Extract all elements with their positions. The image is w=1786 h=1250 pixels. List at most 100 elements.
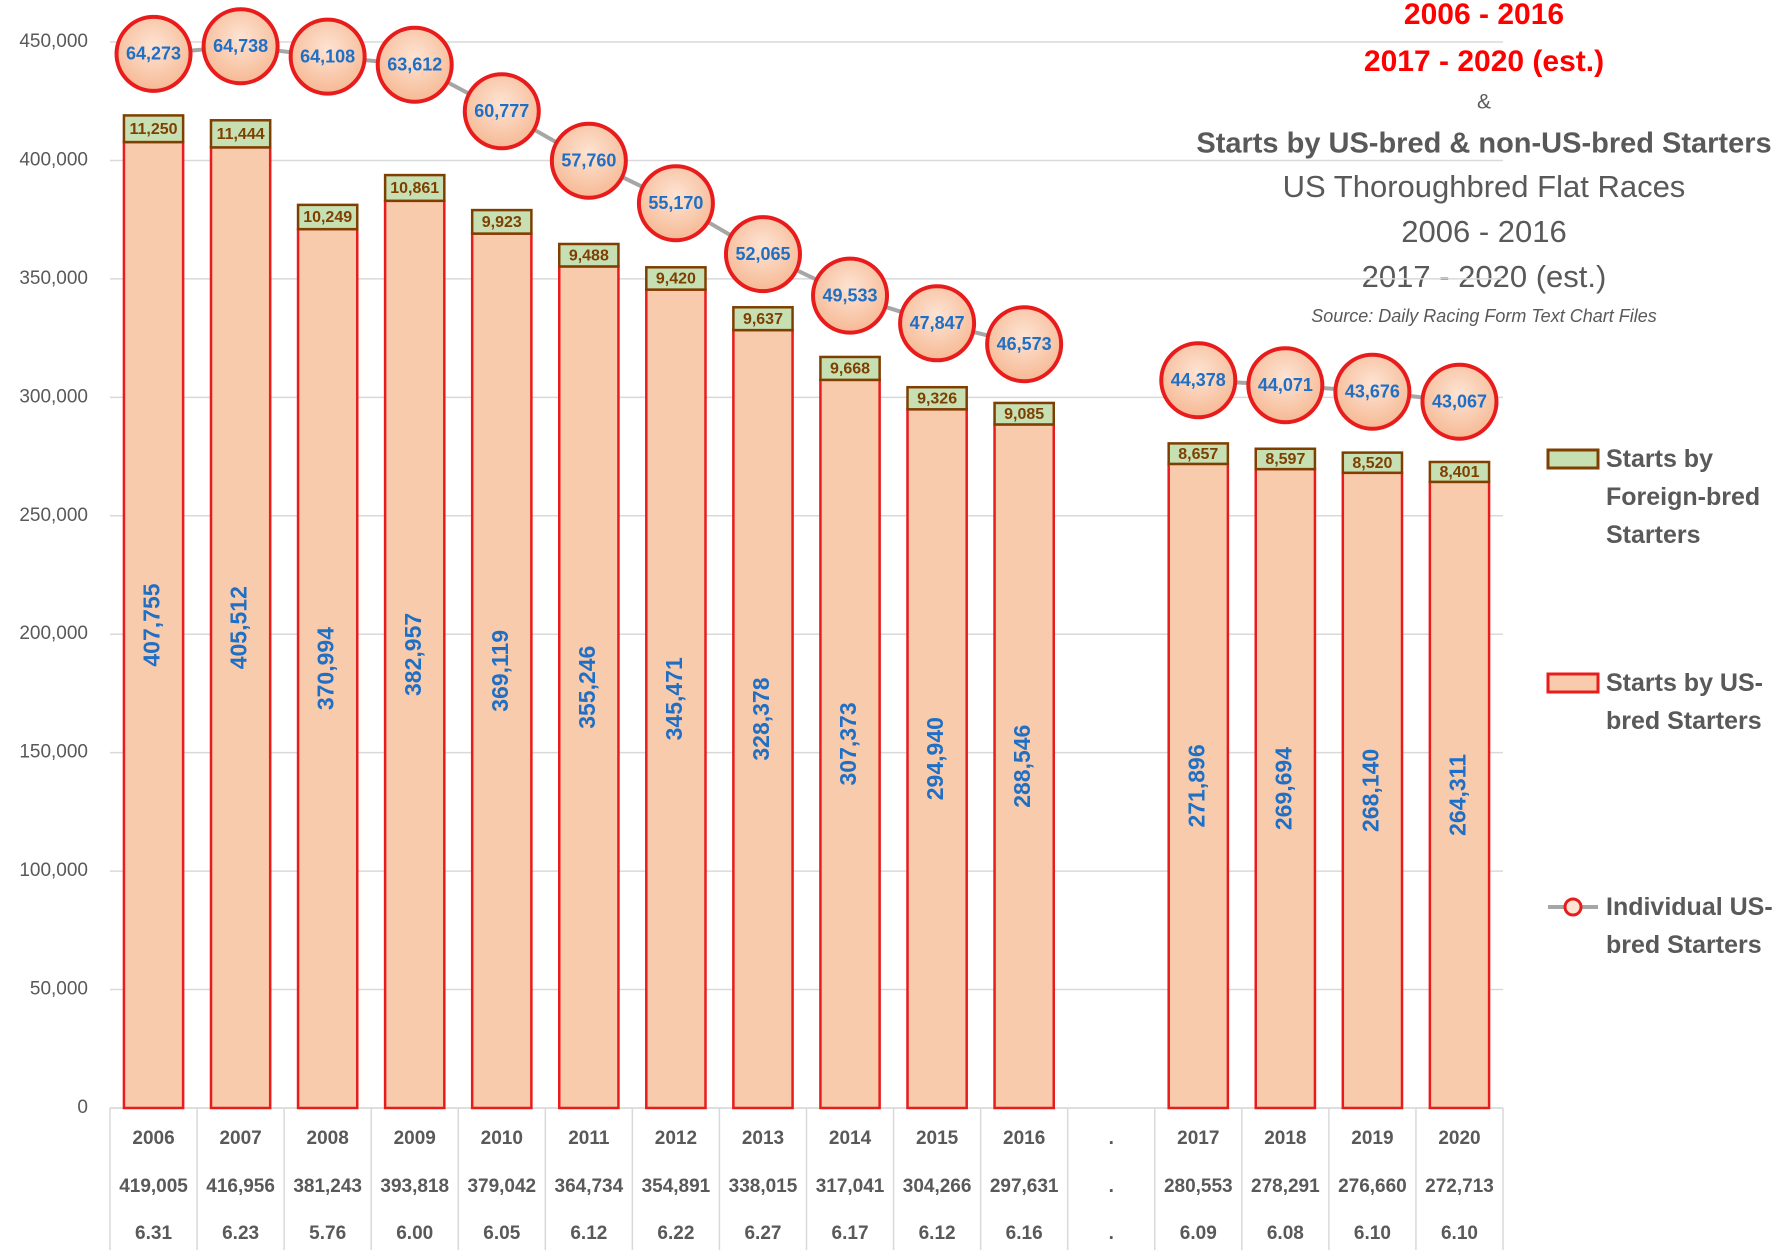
table-cell: 6.27	[744, 1223, 781, 1244]
bar	[470, 208, 533, 235]
chart-subtitle: US Thoroughbred Flat Races	[1283, 169, 1686, 204]
data-label: 47,847	[910, 313, 965, 333]
data-label: 294,940	[922, 717, 948, 800]
table-cell: 317,041	[816, 1176, 885, 1197]
y-tick-label: 100,000	[19, 860, 88, 881]
data-label: 9,668	[830, 361, 870, 378]
table-cell: 276,660	[1338, 1176, 1407, 1197]
marker	[462, 72, 541, 151]
table-cell: 297,631	[990, 1176, 1059, 1197]
y-tick-label: 450,000	[19, 31, 88, 52]
data-label: 264,311	[1445, 754, 1471, 836]
table-cell: .	[1109, 1223, 1114, 1244]
data-label: 43,676	[1345, 381, 1400, 401]
table-cell: 278,291	[1251, 1176, 1320, 1197]
table-cell: 6.16	[1006, 1223, 1043, 1244]
legend-label: Starts by US-bred Starters	[1606, 669, 1763, 735]
x-tick-label: 2018	[1264, 1128, 1306, 1149]
marker	[201, 7, 280, 86]
data-label: 9,488	[569, 247, 609, 264]
y-tick-label: 250,000	[19, 505, 88, 526]
data-label: 307,373	[835, 702, 861, 785]
table-cell: 304,266	[903, 1176, 972, 1197]
data-label: 52,065	[735, 244, 790, 264]
table-cell: 6.22	[657, 1223, 694, 1244]
chart-subtitle: 2006 - 2016	[1401, 214, 1566, 249]
bar	[470, 232, 533, 1110]
y-tick-label: 50,000	[30, 979, 88, 1000]
chart-subtitle: 2017 - 2020 (est.)	[1362, 259, 1607, 294]
table-cell: 6.23	[222, 1223, 259, 1244]
data-label: 46,573	[997, 334, 1052, 354]
marker	[985, 305, 1064, 384]
table-cell: 6.10	[1354, 1223, 1391, 1244]
bar	[209, 119, 272, 149]
marker	[114, 14, 193, 93]
bar	[1254, 447, 1317, 471]
table-cell: 6.10	[1441, 1223, 1478, 1244]
data-label: 405,512	[226, 586, 252, 669]
table-cell: 6.08	[1267, 1223, 1304, 1244]
table-cell: 6.00	[396, 1223, 433, 1244]
marker	[549, 121, 628, 200]
data-label: 328,378	[748, 677, 774, 760]
data-label: 11,250	[130, 121, 178, 138]
data-label: 10,249	[303, 209, 352, 226]
data-label: 8,401	[1439, 464, 1479, 481]
legend-entry: Starts by US-bred Starters	[1546, 664, 1786, 740]
chart-title: 2017 - 2020 (est.)	[1364, 45, 1604, 78]
x-tick-label: 2020	[1438, 1128, 1480, 1149]
data-label: 60,777	[474, 101, 529, 121]
x-tick-label: 2008	[307, 1128, 349, 1149]
table-cell: 272,713	[1425, 1176, 1494, 1197]
table-cell: 419,005	[119, 1176, 188, 1197]
data-label: 9,085	[1004, 406, 1044, 423]
bar	[1167, 462, 1230, 1110]
chart-source: Source: Daily Racing Form Text Chart Fil…	[1311, 306, 1656, 326]
x-tick-label: .	[1109, 1128, 1114, 1149]
legend-entry: Individual US-bred Starters	[1546, 888, 1786, 964]
data-label: 44,378	[1171, 370, 1226, 390]
marker	[1420, 362, 1499, 441]
bar	[1428, 480, 1491, 1110]
table-cell: 381,243	[293, 1176, 362, 1197]
legend-entry: Starts by Foreign-bred Starters	[1546, 440, 1786, 554]
x-tick-label: 2010	[481, 1128, 523, 1149]
y-tick-label: 0	[77, 1097, 88, 1118]
bar	[732, 306, 794, 332]
data-label: 11,444	[217, 126, 265, 143]
data-label: 9,420	[656, 271, 696, 288]
bar	[819, 378, 881, 1110]
x-tick-label: 2014	[829, 1128, 872, 1149]
data-label: 288,546	[1009, 725, 1035, 808]
data-label: 345,471	[661, 657, 687, 740]
marker	[1246, 346, 1325, 425]
bar	[383, 199, 446, 1110]
bar	[122, 114, 185, 144]
data-label: 43,067	[1432, 391, 1487, 411]
data-label: 407,755	[139, 583, 165, 666]
line	[1198, 378, 1460, 404]
table-cell: 6.12	[919, 1223, 956, 1244]
table-cell: 6.05	[483, 1223, 520, 1244]
x-tick-label: 2017	[1177, 1128, 1219, 1149]
bar	[1167, 442, 1230, 466]
table-cell: 338,015	[729, 1176, 798, 1197]
data-label: 44,071	[1258, 375, 1313, 395]
chart-title: &	[1477, 91, 1491, 114]
legend-label: Starts by Foreign-bred Starters	[1606, 445, 1761, 549]
table-cell: 354,891	[642, 1176, 711, 1197]
y-tick-label: 300,000	[19, 386, 88, 407]
data-label: 10,861	[390, 180, 439, 197]
data-label: 9,326	[917, 390, 957, 407]
table-cell: 379,042	[467, 1176, 536, 1197]
bar	[732, 328, 794, 1110]
bar	[296, 203, 359, 231]
data-label: 271,896	[1183, 744, 1209, 827]
x-tick-label: 2013	[742, 1128, 784, 1149]
bar	[557, 265, 620, 1110]
bar	[906, 385, 968, 411]
table-cell: 6.12	[570, 1223, 607, 1244]
x-tick-label: 2007	[219, 1128, 261, 1149]
